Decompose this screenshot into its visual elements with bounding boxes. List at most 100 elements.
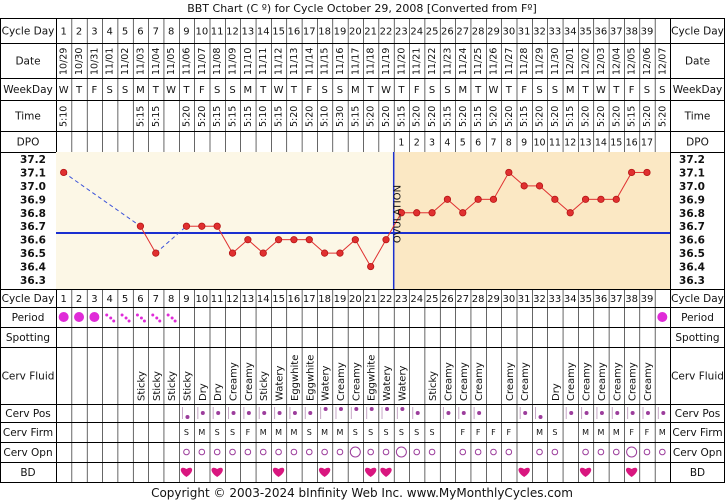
time-label: 5:20: [181, 106, 192, 127]
y-tick-label-right: 36.8: [679, 208, 705, 220]
temp-segment: [216, 225, 233, 254]
period-heavy-marker: [89, 312, 100, 322]
y-tick-label: 36.5: [20, 248, 46, 260]
time-label: 5:15: [396, 106, 407, 127]
weekday-label: S: [107, 85, 113, 96]
cerv-firm-label: F: [629, 428, 634, 437]
date-label: 11/08: [212, 48, 223, 75]
weekday-label: S: [229, 85, 235, 96]
cycle-day-label: 12: [226, 27, 239, 38]
cycle-day-label: 38: [625, 27, 638, 38]
weekday-label: T: [612, 85, 620, 96]
cerv-pos-marker: [400, 407, 405, 411]
y-tick-label: 36.9: [20, 194, 46, 206]
row-label-cerv-pos: Cerv Pos: [5, 408, 51, 420]
date-label: 11/05: [166, 48, 177, 75]
cerv-pos-marker: [523, 411, 528, 415]
cerv-pos-marker: [461, 411, 466, 415]
bd-heart-icon: [579, 467, 592, 477]
cycle-day-label-lower: 38: [625, 294, 638, 305]
cerv-firm-label: F: [645, 428, 650, 437]
date-label: 11/14: [304, 48, 315, 75]
row-label-cerv-fluid-right: Cerv Fluid: [671, 371, 724, 383]
date-label: 11/27: [504, 48, 515, 75]
cycle-day-label: 27: [456, 27, 469, 38]
temp-segment: [615, 172, 633, 200]
temp-point: [182, 222, 191, 230]
temp-point: [382, 236, 390, 244]
cerv-opn-marker: [183, 448, 190, 456]
date-label: 12/06: [642, 48, 653, 75]
dpo-label: 4: [444, 138, 450, 149]
cerv-pos-marker: [477, 411, 482, 415]
period-light-marker: [139, 316, 143, 320]
row-label-weekday-right: WeekDay: [673, 84, 723, 96]
cycle-day-label: 36: [595, 27, 608, 38]
cycle-day-label-lower: 2: [76, 294, 82, 305]
cycle-day-label: 6: [137, 27, 143, 38]
temp-point: [535, 182, 544, 190]
weekday-label: S: [337, 85, 343, 96]
temp-segment: [370, 239, 387, 267]
cycle-day-label: 14: [257, 27, 270, 38]
cycle-day-label-lower: 29: [487, 294, 500, 305]
time-label: 5:15: [212, 106, 223, 127]
y-tick-label-right: 36.3: [679, 275, 705, 287]
weekday-label: W: [381, 85, 391, 96]
cycle-day-label-lower: 4: [107, 294, 113, 305]
y-tick-label: 37.2: [20, 154, 46, 166]
date-label: 11/02: [120, 48, 131, 75]
weekday-label: T: [259, 85, 267, 96]
cerv-fluid-label: Watery: [382, 365, 393, 401]
temp-point: [244, 236, 252, 244]
cerv-firm-label: M: [613, 428, 620, 437]
weekday-label: S: [659, 85, 665, 96]
period-light-marker: [173, 319, 177, 323]
cerv-opn-marker: [643, 448, 651, 456]
cycle-day-label-lower: 17: [303, 294, 316, 305]
date-label: 11/12: [274, 48, 285, 75]
bd-heart-icon: [518, 467, 530, 477]
cerv-fluid-label: Watery: [275, 365, 286, 401]
cycle-day-label: 20: [349, 27, 362, 38]
cerv-firm-label: S: [552, 428, 557, 437]
time-label: 5:20: [197, 106, 208, 127]
cerv-firm-label: S: [184, 428, 189, 437]
time-label: 5:15: [473, 106, 484, 127]
date-label: 11/01: [105, 48, 116, 75]
time-label: 5:30: [335, 106, 346, 127]
date-label: 11/09: [228, 48, 239, 75]
weekday-label: W: [274, 85, 284, 96]
cerv-opn-marker: [349, 446, 361, 458]
cerv-firm-label: F: [476, 428, 481, 437]
weekday-label: T: [182, 85, 190, 96]
weekday-label: S: [429, 85, 435, 96]
weekday-label: S: [214, 85, 220, 96]
temp-point: [136, 222, 145, 230]
row-label-dpo-right: DPO: [686, 137, 709, 149]
cerv-fluid-label: Dry: [213, 383, 224, 401]
temp-point: [351, 236, 359, 244]
weekday-label: M: [351, 85, 360, 96]
cycle-day-label: 2: [76, 27, 82, 38]
weekday-label: F: [199, 85, 205, 96]
dpo-label: 11: [549, 138, 561, 149]
cycle-day-label-lower: 33: [549, 294, 562, 305]
temp-point: [367, 262, 375, 271]
temp-point: [228, 249, 237, 257]
dpo-label: 5: [460, 138, 466, 149]
cerv-firm-label: M: [659, 428, 666, 437]
cycle-day-label: 25: [426, 27, 439, 38]
cycle-day-label-lower: 37: [610, 294, 623, 305]
row-label-cycle-day-right: Cycle Day: [671, 26, 724, 38]
cerv-fluid-label: Creamy: [443, 362, 454, 401]
post-ovulation-bg: [393, 152, 670, 289]
cycle-day-label: 3: [91, 27, 97, 38]
cycle-day-label-lower: 21: [364, 294, 377, 305]
dpo-label: 10: [533, 138, 545, 149]
cycle-day-label-lower: 28: [472, 294, 485, 305]
y-tick-label: 36.3: [20, 275, 46, 287]
bd-heart-icon: [211, 467, 223, 477]
weekday-label: T: [397, 85, 405, 96]
row-label-dpo: DPO: [17, 137, 40, 149]
